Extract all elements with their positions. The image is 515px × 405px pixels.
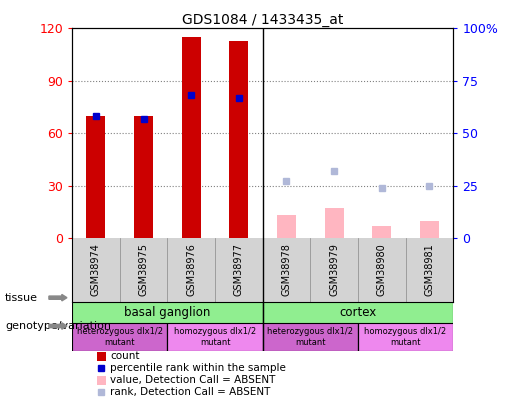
Text: heterozygous dlx1/2
mutant: heterozygous dlx1/2 mutant — [77, 327, 163, 347]
Text: GSM38981: GSM38981 — [424, 243, 434, 296]
Text: rank, Detection Call = ABSENT: rank, Detection Call = ABSENT — [110, 387, 270, 397]
Bar — [97, 352, 107, 361]
Text: GSM38979: GSM38979 — [329, 243, 339, 296]
Bar — [229, 40, 248, 238]
Bar — [263, 302, 453, 323]
Text: GSM38977: GSM38977 — [234, 243, 244, 296]
Text: GSM38974: GSM38974 — [91, 243, 101, 296]
Text: heterozygous dlx1/2
mutant: heterozygous dlx1/2 mutant — [267, 327, 353, 347]
Text: count: count — [110, 352, 140, 362]
Text: GSM38976: GSM38976 — [186, 243, 196, 296]
Text: value, Detection Call = ABSENT: value, Detection Call = ABSENT — [110, 375, 276, 385]
Bar — [358, 323, 453, 351]
Bar — [324, 208, 344, 238]
Bar — [420, 221, 439, 238]
Text: cortex: cortex — [339, 306, 376, 319]
Bar — [263, 323, 358, 351]
Bar — [182, 37, 201, 238]
Text: tissue: tissue — [5, 293, 38, 303]
Bar — [167, 323, 263, 351]
Bar — [372, 226, 391, 238]
Bar — [277, 215, 296, 238]
Text: basal ganglion: basal ganglion — [124, 306, 211, 319]
Bar — [87, 116, 106, 238]
Bar — [72, 323, 167, 351]
Text: GSM38978: GSM38978 — [282, 243, 291, 296]
Title: GDS1084 / 1433435_at: GDS1084 / 1433435_at — [182, 13, 344, 27]
Text: genotype/variation: genotype/variation — [5, 321, 111, 331]
Text: homozygous dlx1/2
mutant: homozygous dlx1/2 mutant — [365, 327, 447, 347]
Bar — [97, 376, 107, 384]
Text: homozygous dlx1/2
mutant: homozygous dlx1/2 mutant — [174, 327, 256, 347]
Text: percentile rank within the sample: percentile rank within the sample — [110, 363, 286, 373]
Text: GSM38980: GSM38980 — [377, 243, 387, 296]
Bar — [72, 302, 263, 323]
Text: GSM38975: GSM38975 — [139, 243, 148, 296]
Bar — [134, 116, 153, 238]
